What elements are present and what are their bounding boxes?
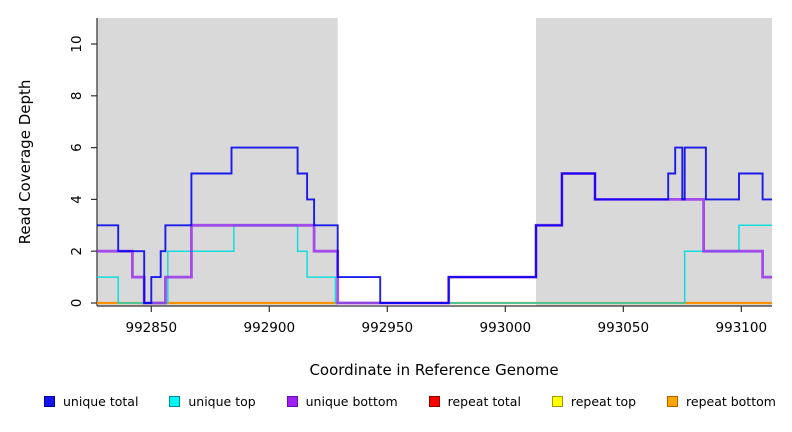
x-tick-label: 993000 — [480, 320, 532, 336]
legend-item-unique-top: unique top — [169, 394, 256, 409]
x-axis-title: Coordinate in Reference Genome — [309, 361, 558, 379]
axes — [91, 18, 772, 312]
y-tick-label: 10 — [69, 35, 85, 52]
legend-swatch-icon-unique-bottom — [286, 396, 298, 407]
legend-swatch-icon-unique-top — [169, 396, 181, 407]
series-line-unique-total — [97, 146, 772, 304]
x-tick-label: 992900 — [244, 320, 296, 336]
y-axis-title: Read Coverage Depth — [16, 80, 34, 245]
legend-label: repeat top — [570, 394, 637, 409]
y-tick-label: 6 — [69, 143, 85, 152]
legend-label: unique total — [63, 394, 139, 409]
repeat-region-rect — [535, 18, 772, 306]
x-tick-label: 993050 — [598, 320, 650, 336]
legend-label: unique top — [188, 394, 256, 409]
x-tick-label: 993100 — [716, 320, 768, 336]
x-tick-label: 992850 — [126, 320, 178, 336]
tick-labels: 992850 992900 992950 993000 993050 993100 0 2 4 6… — [69, 35, 767, 336]
legend-item-repeat-bottom: repeat bottom — [667, 394, 776, 409]
y-tick-label: 8 — [69, 92, 85, 101]
legend-item-repeat-top: repeat top — [551, 394, 637, 409]
legend-swatch-icon-repeat-total — [428, 396, 440, 407]
repeat-region-shading — [97, 18, 772, 306]
legend-label: unique bottom — [305, 394, 398, 409]
x-tick-label: 992950 — [362, 320, 414, 336]
coverage-series-lines — [97, 146, 772, 305]
chart-legend: unique total unique top unique bottom repea… — [0, 394, 792, 409]
legend-item-unique-bottom: unique bottom — [286, 394, 398, 409]
legend-swatch-icon-repeat-bottom — [667, 396, 679, 407]
legend-swatch-icon-repeat-top — [551, 396, 563, 407]
legend-label: repeat bottom — [686, 394, 776, 409]
legend-label: repeat total — [447, 394, 521, 409]
coverage-chart-canvas: 992850 992900 992950 993000 993050 993100 0 2 4 6… — [16, 18, 772, 379]
y-tick-label: 2 — [69, 247, 85, 256]
y-tick-label: 4 — [69, 195, 85, 204]
legend-swatch-icon-unique-total — [44, 396, 55, 407]
legend-item-unique-total: unique total — [44, 394, 138, 409]
y-tick-label: 0 — [69, 299, 85, 308]
legend-item-repeat-total: repeat total — [428, 394, 521, 409]
